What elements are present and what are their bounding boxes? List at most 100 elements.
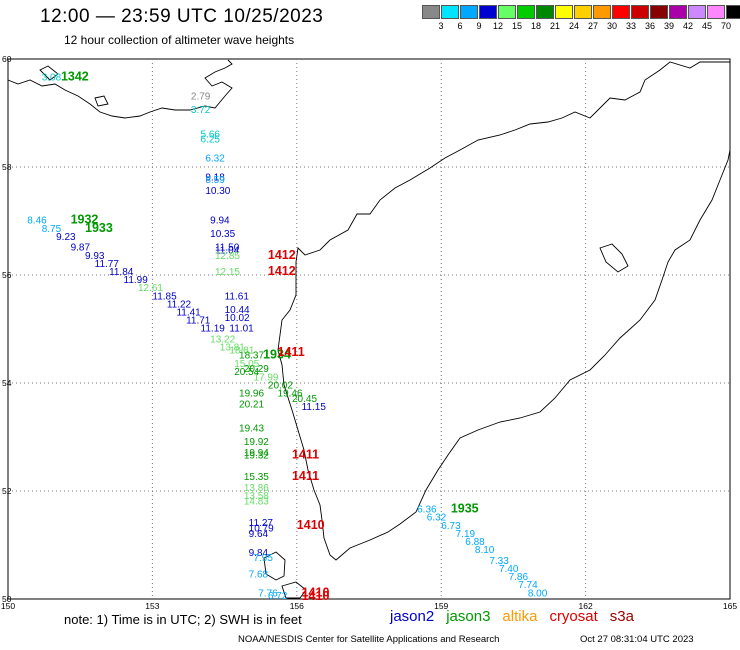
- wave-height-label: 8.10: [475, 545, 495, 556]
- pass-time-label: 1411: [292, 448, 319, 462]
- wave-height-label: 11.77: [95, 259, 120, 270]
- page-title: 12:00 — 23:59 UTC 10/25/2023: [40, 6, 324, 27]
- wave-height-label: 20.45: [292, 394, 317, 405]
- lat-tick-label: 60: [2, 54, 12, 64]
- wave-height-label: 9.23: [56, 232, 76, 243]
- wave-height-label: 6.88: [465, 537, 485, 548]
- lon-tick-label: 165: [722, 601, 738, 611]
- satellite-jason3: jason3: [446, 608, 491, 625]
- legend-swatch: [517, 5, 535, 19]
- wave-height-label: 11.71: [186, 316, 211, 327]
- pass-time-label: 1934: [263, 348, 291, 362]
- legend-label: 18: [530, 21, 542, 31]
- wave-height-label: 18.37: [239, 351, 264, 362]
- pass-time-label: 1410: [302, 589, 330, 603]
- wave-height-label: 7.74: [518, 580, 538, 591]
- map-frame: [7, 58, 731, 600]
- footer-note: note: 1) Time is in UTC; 2) SWH is in fe…: [64, 612, 302, 627]
- wave-height-label: 19.32: [244, 451, 269, 462]
- legend-label: 39: [663, 21, 675, 31]
- wave-height-label: 7.95: [253, 553, 273, 564]
- wave-height-label: 19.96: [239, 389, 264, 400]
- wave-height-label: 9.93: [85, 251, 105, 262]
- legend-swatch: [650, 5, 668, 19]
- legend-label: 21: [549, 21, 561, 31]
- legend-label: 42: [682, 21, 694, 31]
- observation-labels: 3.08 13422.793.725.666.256.329.188.5910.3…: [27, 70, 547, 603]
- pass-time-label: 1410: [297, 518, 325, 532]
- wave-height-label: 19.92: [244, 437, 269, 448]
- wave-height-label: 11.85: [152, 291, 177, 302]
- legend-label: 6: [457, 21, 463, 31]
- wave-height-label: 18.81: [229, 345, 254, 356]
- wave-height-label: 19.46: [278, 389, 303, 400]
- legend-label: 70: [720, 21, 732, 31]
- lat-tick-label: 54: [2, 378, 12, 388]
- wave-height-label: 13.86: [244, 483, 269, 494]
- lon-tick-label: 153: [145, 601, 160, 611]
- satellite-legend: jason2 jason3 altika cryosat s3a: [390, 608, 646, 625]
- legend-swatch: [422, 5, 440, 19]
- wave-height-label: 20.21: [239, 399, 264, 410]
- timestamp: Oct 27 08:31:04 UTC 2023: [580, 634, 694, 645]
- wave-height-label: 7.19: [456, 529, 476, 540]
- wave-height-label: 11.19: [201, 324, 226, 335]
- legend-swatch: [631, 5, 649, 19]
- legend-label: 36: [644, 21, 656, 31]
- lon-tick-label: 156: [289, 601, 304, 611]
- coastline: [7, 59, 731, 599]
- wave-height-label: 9.87: [71, 243, 91, 254]
- wave-height-label: 11.04: [215, 245, 240, 256]
- legend-swatch: [574, 5, 592, 19]
- wave-height-label: 12.85: [215, 251, 240, 262]
- lat-tick-label: 56: [2, 270, 12, 280]
- legend-label: 33: [625, 21, 637, 31]
- legend-swatch: [612, 5, 630, 19]
- wave-height-label: 11.41: [176, 308, 201, 319]
- wave-height-label: 6.36: [417, 505, 437, 516]
- credit-line: NOAA/NESDIS Center for Satellite Applica…: [238, 634, 500, 645]
- legend-swatch: [441, 5, 459, 19]
- kuril-islands: [263, 551, 307, 599]
- pass-time-label: 1933: [85, 221, 113, 235]
- wave-height-label: 15.35: [244, 472, 269, 483]
- wave-height-label: 8.59: [205, 175, 225, 186]
- pass-time-label: 1412: [268, 264, 296, 278]
- wave-height-label: 12.61: [138, 283, 163, 294]
- wave-height-label: 6.25: [201, 135, 221, 146]
- wave-height-label: 10.02: [225, 313, 250, 324]
- legend-swatches: [422, 5, 740, 19]
- wave-height-label: 19.94: [244, 448, 269, 459]
- wave-height-label: 5.66: [201, 129, 221, 140]
- wave-height-label: 7.68: [249, 569, 269, 580]
- pass-time-label: 1411: [292, 469, 319, 483]
- legend-swatch: [707, 5, 725, 19]
- wave-height-label: 10.44: [225, 305, 250, 316]
- pass-time-label: 1932: [71, 213, 99, 227]
- wave-height-label: 7.40: [499, 564, 519, 575]
- wave-height-label: 6.32: [205, 154, 225, 165]
- legend-label: 12: [492, 21, 504, 31]
- wave-height-label: 13.81: [220, 343, 245, 354]
- legend-swatch: [555, 5, 573, 19]
- wave-height-label: 11.61: [225, 291, 250, 302]
- legend-swatch: [479, 5, 497, 19]
- wave-height-label: 11.22: [167, 299, 192, 310]
- wave-height-label: 6.32: [427, 513, 447, 524]
- legend-label: 15: [511, 21, 523, 31]
- satellite-jason2: jason2: [390, 608, 435, 625]
- wave-height-label: 9.94: [210, 216, 230, 227]
- wave-height-label: 3.08: [42, 73, 62, 84]
- wave-height-label: 11.01: [229, 324, 254, 335]
- wave-height-label: 11.15: [302, 402, 327, 413]
- pass-time-label: 1342: [61, 70, 89, 84]
- satellite-cryosat: cryosat: [549, 608, 598, 625]
- graticule: [8, 59, 730, 599]
- wave-height-label: 9.64: [249, 529, 269, 540]
- wave-height-label: 12.15: [215, 267, 240, 278]
- pass-time-label: 1410: [302, 585, 330, 599]
- wave-height-label: 11.50: [215, 243, 240, 254]
